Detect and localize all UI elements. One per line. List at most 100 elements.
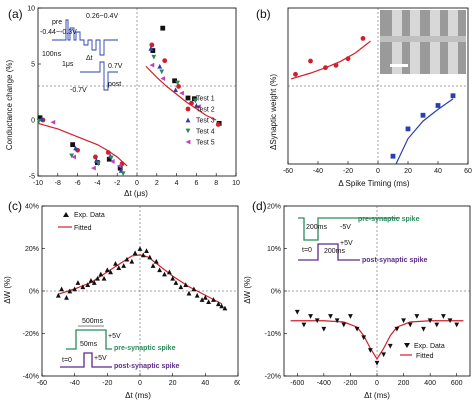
fit-curve-1 [395, 98, 454, 165]
x-tick-label: 20 [169, 380, 177, 387]
data-point [147, 254, 153, 260]
x-tick-label: -40 [313, 168, 323, 175]
data-point [427, 318, 433, 324]
panel-a-inset: pre 0.26~0.4V -0.44~-0.3V 100ns 1μs Δt 0… [40, 13, 123, 94]
x-tick-label: -2 [114, 180, 120, 187]
x-tick-label: -10 [33, 180, 43, 187]
x-tick-label: -60 [37, 380, 47, 387]
data-point [333, 62, 339, 68]
data-point [301, 322, 307, 328]
x-tick-label: 40 [201, 380, 209, 387]
x-tick-label: 0 [135, 180, 139, 187]
data-point [219, 303, 225, 309]
data-point [308, 314, 313, 319]
data-point [108, 269, 113, 275]
data-point [334, 318, 340, 324]
x-tick-label: 0 [376, 168, 380, 175]
inset-d-t0: t=0 [302, 247, 312, 254]
panel-d-label: (d) [252, 200, 267, 213]
data-point [323, 65, 328, 71]
data-point [394, 326, 400, 332]
inset-v3: 0.7V [108, 63, 123, 70]
panel-a-points [36, 25, 222, 177]
data-point [175, 80, 180, 86]
data-point [222, 305, 228, 311]
data-point [435, 103, 441, 108]
data-point [354, 326, 360, 332]
panel-d-ticks: -600 -400 -200 0 200 400 600 -20% -10% 0% 10% 20% [265, 204, 463, 388]
x-tick-label: -200 [343, 380, 357, 387]
x-tick-label: -8 [55, 180, 61, 187]
y-tick-label: 40% [25, 204, 39, 211]
data-point [345, 56, 351, 62]
inset-t2: 1μs [62, 61, 74, 68]
x-tick-label: -600 [290, 380, 304, 387]
panel-d-ylabel: ΔW (%) [243, 276, 252, 304]
data-point [178, 284, 184, 290]
inset-d-v1: -5V [340, 224, 351, 231]
data-point [98, 271, 104, 277]
data-point [348, 314, 353, 319]
x-tick-label: 6 [194, 180, 198, 187]
x-tick-label: -6 [74, 180, 80, 187]
data-point [137, 246, 143, 251]
legend-marker [185, 139, 191, 145]
data-point [93, 154, 98, 160]
data-point [105, 150, 111, 155]
data-point [144, 248, 149, 254]
panel-a-legend: Test 1 Test 2 Test 3 Test 4 Test 5 [185, 96, 215, 147]
inset-dt: Δt [86, 55, 93, 62]
x-tick-label: -20 [343, 168, 353, 175]
data-point [151, 54, 157, 60]
x-tick-label: 20 [404, 168, 412, 175]
inset-c-post: post-synaptic spike [114, 363, 179, 370]
legend-label: Test 3 [196, 118, 215, 125]
data-point [50, 119, 56, 125]
data-point [211, 297, 216, 302]
panel-c-legend: Exp. Data Fitted [58, 212, 105, 232]
data-point [202, 294, 208, 300]
data-point [328, 314, 333, 319]
data-point [70, 142, 76, 148]
data-point [55, 292, 61, 298]
legend-marker [185, 128, 191, 134]
data-point [73, 145, 79, 151]
y-tick-label: 5 [31, 62, 35, 69]
data-point [206, 299, 211, 305]
data-point [293, 71, 298, 77]
data-point [199, 297, 205, 302]
data-point [173, 87, 179, 93]
y-tick-label: 0% [29, 289, 39, 296]
data-point [91, 165, 96, 171]
y-tick-label: -10% [265, 331, 281, 338]
panel-c-points [55, 246, 228, 311]
legend-marker-exp [63, 212, 69, 217]
data-point [441, 314, 446, 319]
legend-marker [185, 117, 191, 123]
legend-d-exp-label: Exp. Data [414, 343, 445, 350]
panel-b-chart: (b) ΔSynaptic weight (%) Δ Spike Timing … [256, 7, 472, 188]
panel-c-ylabel: ΔW (%) [3, 276, 12, 304]
x-tick-label: 0 [138, 380, 142, 387]
inset-d-w2: 200ms [324, 248, 346, 255]
data-point [67, 288, 73, 294]
inset-pre-label: pre [52, 19, 62, 26]
panel-c-inset: 500ms +5V pre-synaptic spike 50ms +5V t=… [60, 318, 179, 370]
data-point [405, 126, 411, 132]
data-point [132, 250, 138, 256]
data-point [186, 290, 192, 296]
data-point [120, 171, 126, 177]
y-tick-label: 0% [271, 289, 281, 296]
data-point [71, 154, 77, 160]
panel-b-points [293, 36, 456, 159]
x-tick-label: -20 [102, 380, 112, 387]
legend-label: Test 2 [196, 107, 215, 114]
data-point [216, 301, 221, 307]
data-point [88, 277, 94, 283]
inset-c-pre: pre-synaptic spike [114, 345, 176, 352]
data-point [116, 265, 122, 271]
panel-a-xlabel: Δt (μs) [124, 189, 148, 198]
data-point [116, 163, 122, 169]
x-tick-label: 0 [375, 380, 379, 387]
y-tick-label: 20% [267, 204, 281, 211]
